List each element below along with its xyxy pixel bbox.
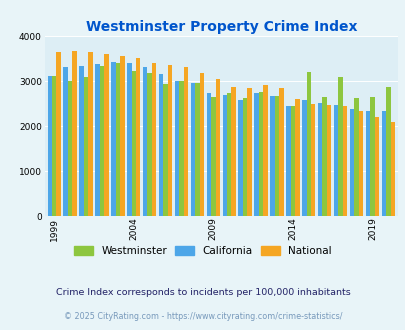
Bar: [238, 100, 242, 216]
Bar: [274, 96, 279, 216]
Bar: [286, 106, 290, 216]
Bar: [52, 76, 56, 216]
Bar: [258, 92, 262, 216]
Bar: [190, 83, 195, 216]
Bar: [195, 82, 199, 216]
Bar: [301, 100, 306, 216]
Bar: [127, 63, 131, 216]
Bar: [151, 63, 156, 216]
Text: © 2025 CityRating.com - https://www.cityrating.com/crime-statistics/: © 2025 CityRating.com - https://www.city…: [64, 312, 341, 321]
Bar: [374, 117, 378, 216]
Bar: [337, 77, 342, 216]
Bar: [322, 97, 326, 216]
Bar: [79, 66, 83, 216]
Bar: [226, 92, 231, 216]
Bar: [326, 105, 330, 216]
Bar: [247, 88, 251, 216]
Bar: [310, 104, 315, 216]
Bar: [290, 107, 294, 216]
Bar: [143, 67, 147, 216]
Bar: [342, 107, 346, 216]
Bar: [120, 56, 124, 216]
Bar: [199, 73, 204, 216]
Bar: [349, 109, 354, 216]
Bar: [354, 98, 358, 216]
Title: Westminster Property Crime Index: Westminster Property Crime Index: [85, 20, 356, 34]
Bar: [254, 92, 258, 216]
Bar: [183, 67, 188, 216]
Bar: [306, 72, 310, 216]
Bar: [147, 73, 151, 216]
Bar: [47, 76, 52, 216]
Bar: [215, 79, 220, 216]
Bar: [72, 51, 77, 216]
Bar: [179, 81, 183, 216]
Bar: [242, 98, 247, 216]
Bar: [158, 74, 163, 216]
Bar: [206, 93, 211, 216]
Bar: [175, 81, 179, 216]
Bar: [167, 65, 172, 216]
Bar: [262, 85, 267, 216]
Bar: [83, 77, 88, 216]
Bar: [381, 111, 385, 216]
Bar: [279, 88, 283, 216]
Bar: [56, 52, 61, 216]
Legend: Westminster, California, National: Westminster, California, National: [70, 242, 335, 260]
Bar: [365, 112, 369, 216]
Bar: [385, 87, 390, 216]
Bar: [333, 105, 337, 216]
Bar: [131, 71, 136, 216]
Bar: [104, 54, 109, 216]
Bar: [294, 99, 299, 216]
Bar: [95, 64, 100, 216]
Bar: [270, 96, 274, 216]
Bar: [211, 97, 215, 216]
Bar: [317, 103, 322, 216]
Bar: [68, 81, 72, 216]
Bar: [231, 87, 235, 216]
Bar: [111, 62, 115, 216]
Bar: [369, 97, 374, 216]
Bar: [222, 95, 226, 216]
Bar: [163, 83, 167, 216]
Bar: [358, 112, 362, 216]
Bar: [115, 63, 120, 216]
Bar: [100, 66, 104, 216]
Bar: [136, 58, 140, 216]
Bar: [390, 122, 394, 216]
Bar: [63, 67, 68, 216]
Text: Crime Index corresponds to incidents per 100,000 inhabitants: Crime Index corresponds to incidents per…: [55, 287, 350, 297]
Bar: [88, 51, 92, 216]
